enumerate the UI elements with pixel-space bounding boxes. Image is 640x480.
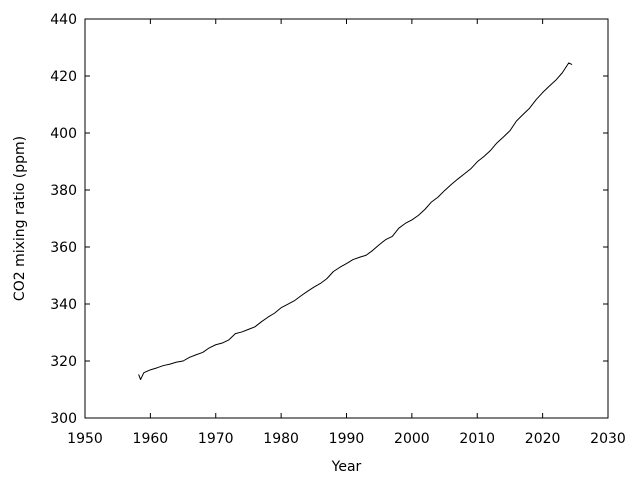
x-tick-label: 2010	[459, 431, 495, 447]
y-tick-label: 300	[50, 411, 77, 427]
series-line	[138, 62, 573, 381]
y-tick-label: 340	[50, 297, 77, 313]
y-tick-label: 360	[50, 240, 77, 256]
x-tick-label: 2020	[525, 431, 561, 447]
y-axis-label: CO2 mixing ratio (ppm)	[12, 136, 28, 301]
plot-frame	[84, 18, 609, 419]
x-tick-label: 1980	[263, 431, 299, 447]
x-tick-label: 1970	[198, 431, 234, 447]
y-tick-label: 380	[50, 183, 77, 199]
x-tick-label: 2030	[590, 431, 626, 447]
plot-layer	[138, 62, 573, 381]
y-tick-label: 400	[50, 126, 77, 142]
ticks-layer: 1950 1960 1970 1980 1990 2000 2010 2020 2030 300 3…	[50, 12, 626, 447]
y-tick-label: 420	[50, 69, 77, 85]
y-tick-label: 440	[50, 12, 77, 28]
x-tick-label: 1990	[329, 431, 365, 447]
x-axis-label: Year	[331, 459, 362, 475]
y-tick-label: 320	[50, 354, 77, 370]
x-tick-label: 1950	[67, 431, 103, 447]
x-tick-label: 1960	[133, 431, 169, 447]
x-tick-label: 2000	[394, 431, 430, 447]
